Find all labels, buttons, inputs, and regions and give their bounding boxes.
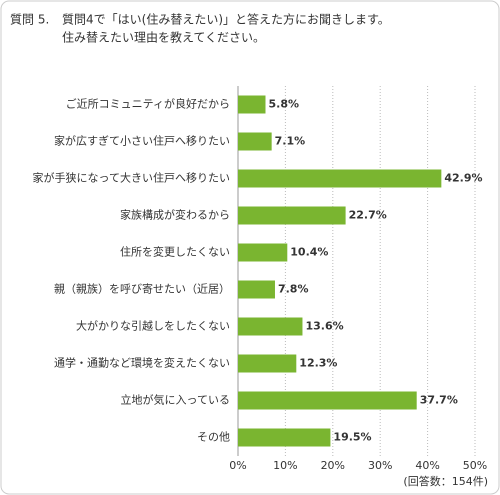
value-label: 19.5%: [333, 431, 371, 444]
value-label: 10.4%: [290, 246, 328, 259]
y-tick-label: 家が手狭になって大きい住戸へ移りたい: [33, 171, 230, 185]
y-tick-label: 親（親族）を呼び寄せたい（近居）: [54, 282, 230, 296]
x-tick-label: 50%: [463, 459, 487, 472]
value-label: 42.9%: [444, 172, 482, 185]
bar: [238, 95, 266, 114]
bar: [238, 132, 272, 151]
y-tick-label: その他: [197, 431, 230, 444]
y-tick-label: 住所を変更したくない: [120, 245, 230, 259]
y-tick-label: ご近所コミュニティが良好だから: [66, 97, 230, 111]
x-tick-label: 10%: [273, 459, 297, 472]
note: (回答数：154件): [403, 474, 488, 488]
title-line: 住み替えたい理由を教えてください。: [62, 30, 265, 45]
x-tick-label: 30%: [368, 459, 392, 472]
bar: [238, 206, 346, 225]
bar: [238, 243, 288, 262]
y-tick-label: 立地が気に入っている: [121, 393, 230, 407]
y-tick-label: 家が広すぎて小さい住戸へ移りたい: [54, 134, 230, 148]
bar: [238, 169, 442, 188]
value-label: 7.1%: [275, 135, 306, 148]
bar: [238, 428, 331, 447]
bar: [238, 317, 303, 336]
x-tick-label: 40%: [415, 459, 439, 472]
y-tick-label: 通学・通勤など環境を変えたくない: [54, 356, 230, 370]
x-tick-label: 20%: [321, 459, 345, 472]
question-label: 質問 5.: [10, 12, 49, 27]
y-tick-label: 家族構成が変わるから: [120, 208, 230, 222]
bar: [238, 354, 297, 373]
bar: [238, 391, 417, 410]
value-label: 7.8%: [278, 283, 309, 296]
value-label: 22.7%: [349, 209, 387, 222]
value-label: 37.7%: [420, 394, 458, 407]
y-tick-label: 大がかりな引越しをしたくない: [76, 319, 230, 333]
title-line: 質問4で「はい(住み替えたい)」と答えた方にお聞きします。: [62, 12, 390, 27]
bar: [238, 280, 275, 299]
value-label: 13.6%: [305, 320, 343, 333]
value-label: 12.3%: [299, 357, 337, 370]
x-tick-label: 0%: [229, 459, 246, 472]
value-label: 5.8%: [268, 98, 299, 111]
